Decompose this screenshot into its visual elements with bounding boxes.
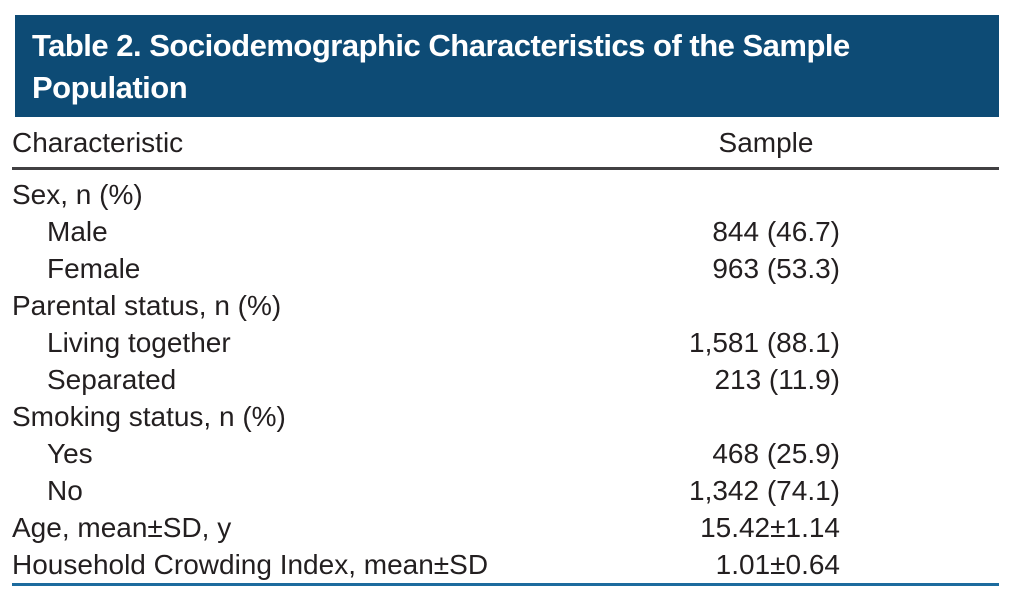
row-value xyxy=(632,176,900,213)
table-row: Household Crowding Index, mean±SD 1.01±0… xyxy=(12,546,999,583)
row-value: 15.42±1.14 xyxy=(700,512,840,543)
row-label: Yes xyxy=(47,438,93,469)
row-value: 1,342 (74.1) xyxy=(689,475,840,506)
row-value: 1.01±0.64 xyxy=(715,549,840,580)
table-row: Female 963 (53.3) xyxy=(12,250,999,287)
table-row: Separated 213 (11.9) xyxy=(12,361,999,398)
row-value xyxy=(632,287,900,324)
row-label: Sex, n (%) xyxy=(12,179,143,210)
row-label: Female xyxy=(47,253,141,284)
row-label: Separated xyxy=(47,364,177,395)
table-row: Parental status, n (%) xyxy=(12,287,999,324)
table-title-banner: Table 2. Sociodemographic Characteristic… xyxy=(15,15,999,117)
row-label: Household Crowding Index, mean±SD xyxy=(12,549,489,580)
row-label: Age, mean±SD, y xyxy=(12,512,232,543)
row-value: 963 (53.3) xyxy=(712,253,840,284)
table-row: No 1,342 (74.1) xyxy=(12,472,999,509)
row-label: Smoking status, n (%) xyxy=(12,401,286,432)
table-row: Smoking status, n (%) xyxy=(12,398,999,435)
table-row: Living together 1,581 (88.1) xyxy=(12,324,999,361)
column-header-characteristic: Characteristic xyxy=(12,127,184,158)
row-value: 844 (46.7) xyxy=(712,216,840,247)
table-row: Yes 468 (25.9) xyxy=(12,435,999,472)
row-label: Parental status, n (%) xyxy=(12,290,282,321)
row-label: Living together xyxy=(47,327,231,358)
table-row: Male 844 (46.7) xyxy=(12,213,999,250)
column-header-sample: Sample xyxy=(718,127,814,158)
table-title: Table 2. Sociodemographic Characteristic… xyxy=(32,28,850,105)
row-value: 468 (25.9) xyxy=(712,438,840,469)
table-body: Sex, n (%) Male 844 (46.7) Female 963 (5… xyxy=(12,170,999,586)
row-value: 213 (11.9) xyxy=(714,364,840,395)
table-row: Age, mean±SD, y 15.42±1.14 xyxy=(12,509,999,546)
sociodemographic-table: Characteristic Sample Sex, n (%) Male 84… xyxy=(12,117,999,586)
table-header-row: Characteristic Sample xyxy=(12,117,999,170)
row-value xyxy=(632,398,900,435)
row-label: No xyxy=(47,475,83,506)
row-label: Male xyxy=(47,216,108,247)
table-row: Sex, n (%) xyxy=(12,176,999,213)
row-value: 1,581 (88.1) xyxy=(689,327,840,358)
